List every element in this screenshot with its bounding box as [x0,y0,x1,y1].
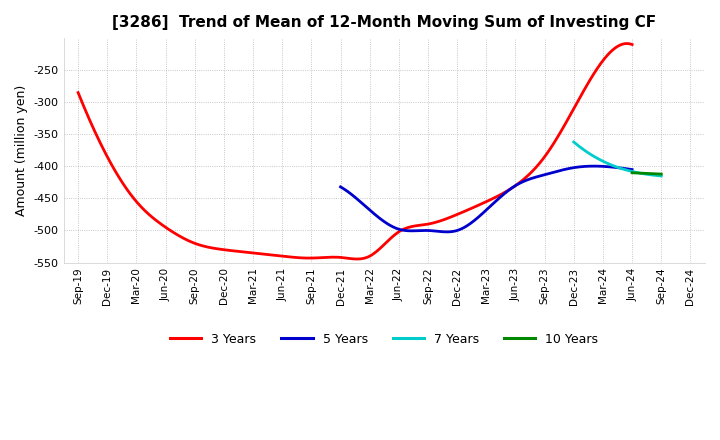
Legend: 3 Years, 5 Years, 7 Years, 10 Years: 3 Years, 5 Years, 7 Years, 10 Years [165,327,603,351]
Title: [3286]  Trend of Mean of 12-Month Moving Sum of Investing CF: [3286] Trend of Mean of 12-Month Moving … [112,15,657,30]
Y-axis label: Amount (million yen): Amount (million yen) [15,85,28,216]
